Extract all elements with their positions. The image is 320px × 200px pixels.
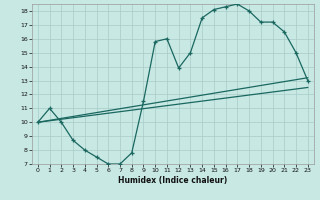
X-axis label: Humidex (Indice chaleur): Humidex (Indice chaleur) <box>118 176 228 185</box>
